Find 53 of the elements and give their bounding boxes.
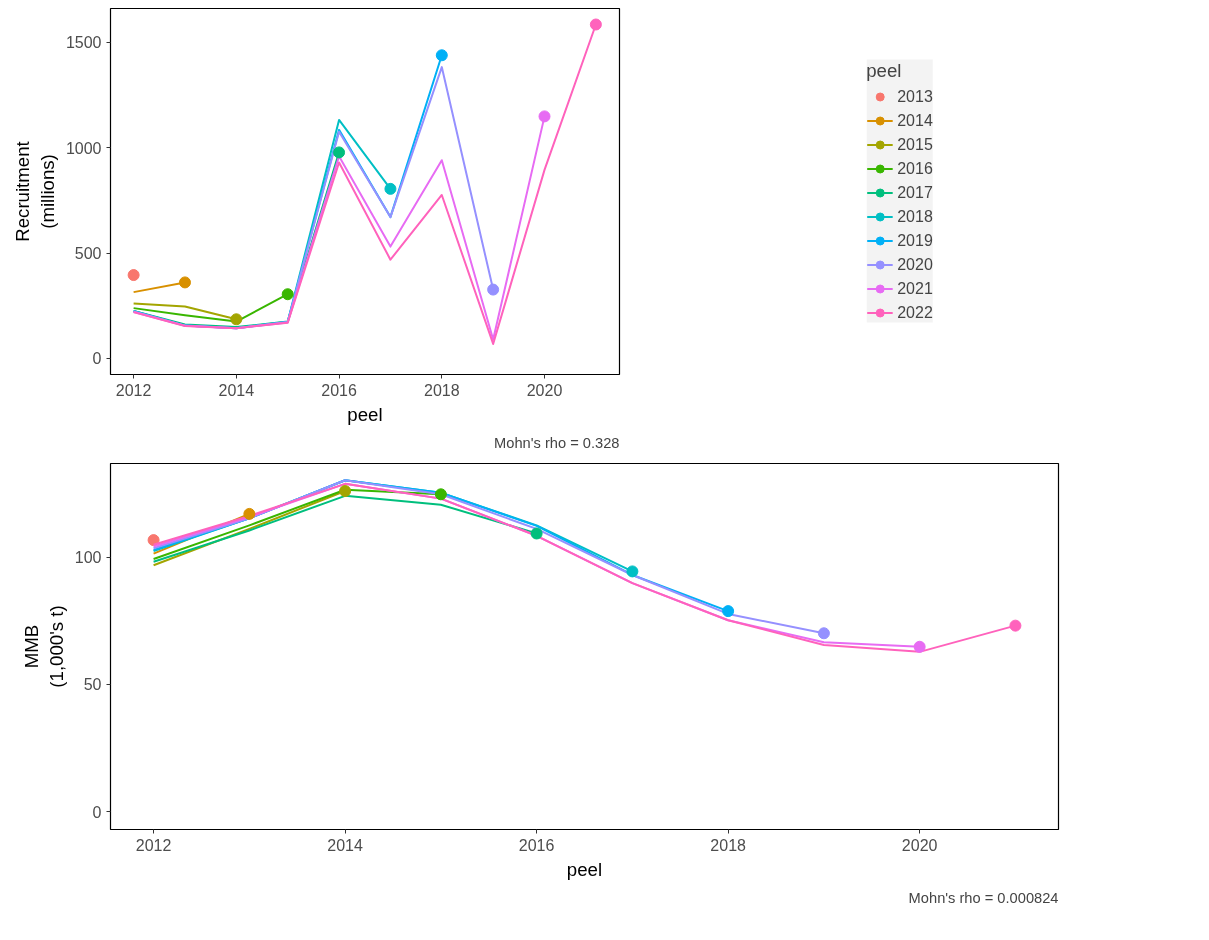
point <box>127 269 140 282</box>
legend-label: 2013 <box>897 87 933 106</box>
y-tick-label: 50 <box>83 676 102 694</box>
point <box>435 49 448 62</box>
legend-title: peel <box>866 59 903 82</box>
point <box>281 288 294 301</box>
legend-label: 2014 <box>897 111 933 130</box>
y-axis-title: MMB (1,000's t) <box>20 605 67 688</box>
legend-label: 2021 <box>897 279 933 298</box>
y-tick-label: 1500 <box>65 34 102 52</box>
y-tick-label: 1000 <box>65 139 102 157</box>
x-axis-title: peel <box>566 858 603 880</box>
y-axis-title: Recruitment (millions) <box>11 140 58 242</box>
point <box>384 182 397 195</box>
y-tick-label: 0 <box>92 803 102 821</box>
point <box>487 283 500 296</box>
point <box>589 18 602 31</box>
point <box>1009 619 1022 632</box>
point <box>339 485 352 497</box>
legend-label: 2019 <box>897 231 933 250</box>
x-tick-label: 2016 <box>321 381 357 399</box>
y-tick-label: 100 <box>74 549 102 567</box>
x-tick-label: 2018 <box>423 381 460 399</box>
point <box>230 313 243 326</box>
legend-label: 2022 <box>897 303 933 322</box>
text: Mohn's rho = 0.328 <box>494 434 620 451</box>
x-tick-label: 2016 <box>518 836 555 854</box>
x-tick-label: 2014 <box>327 836 363 854</box>
legend-label: 2018 <box>897 207 933 226</box>
point <box>178 276 191 289</box>
legend-label: 2020 <box>897 255 933 274</box>
x-axis-title: peel <box>347 403 383 425</box>
point <box>626 565 639 578</box>
point <box>333 146 346 159</box>
x-tick-label: 2020 <box>901 836 938 854</box>
point <box>243 507 256 520</box>
point <box>722 605 735 618</box>
point <box>538 110 551 123</box>
legend-label: 2016 <box>897 159 933 178</box>
point <box>913 640 926 653</box>
x-tick-label: 2020 <box>526 381 563 399</box>
y-tick-label: 0 <box>92 350 102 368</box>
legend-label: 2015 <box>897 135 933 154</box>
point <box>530 527 543 540</box>
x-tick-label: 2012 <box>115 381 152 399</box>
point <box>434 488 447 501</box>
x-tick-label: 2014 <box>218 381 255 399</box>
y-tick-label: 500 <box>74 245 102 263</box>
legend-label: 2017 <box>897 183 933 202</box>
x-tick-label: 2018 <box>710 836 747 854</box>
text: Mohn's rho = 0.000824 <box>908 889 1059 906</box>
point <box>817 627 830 640</box>
x-tick-label: 2012 <box>135 836 172 854</box>
